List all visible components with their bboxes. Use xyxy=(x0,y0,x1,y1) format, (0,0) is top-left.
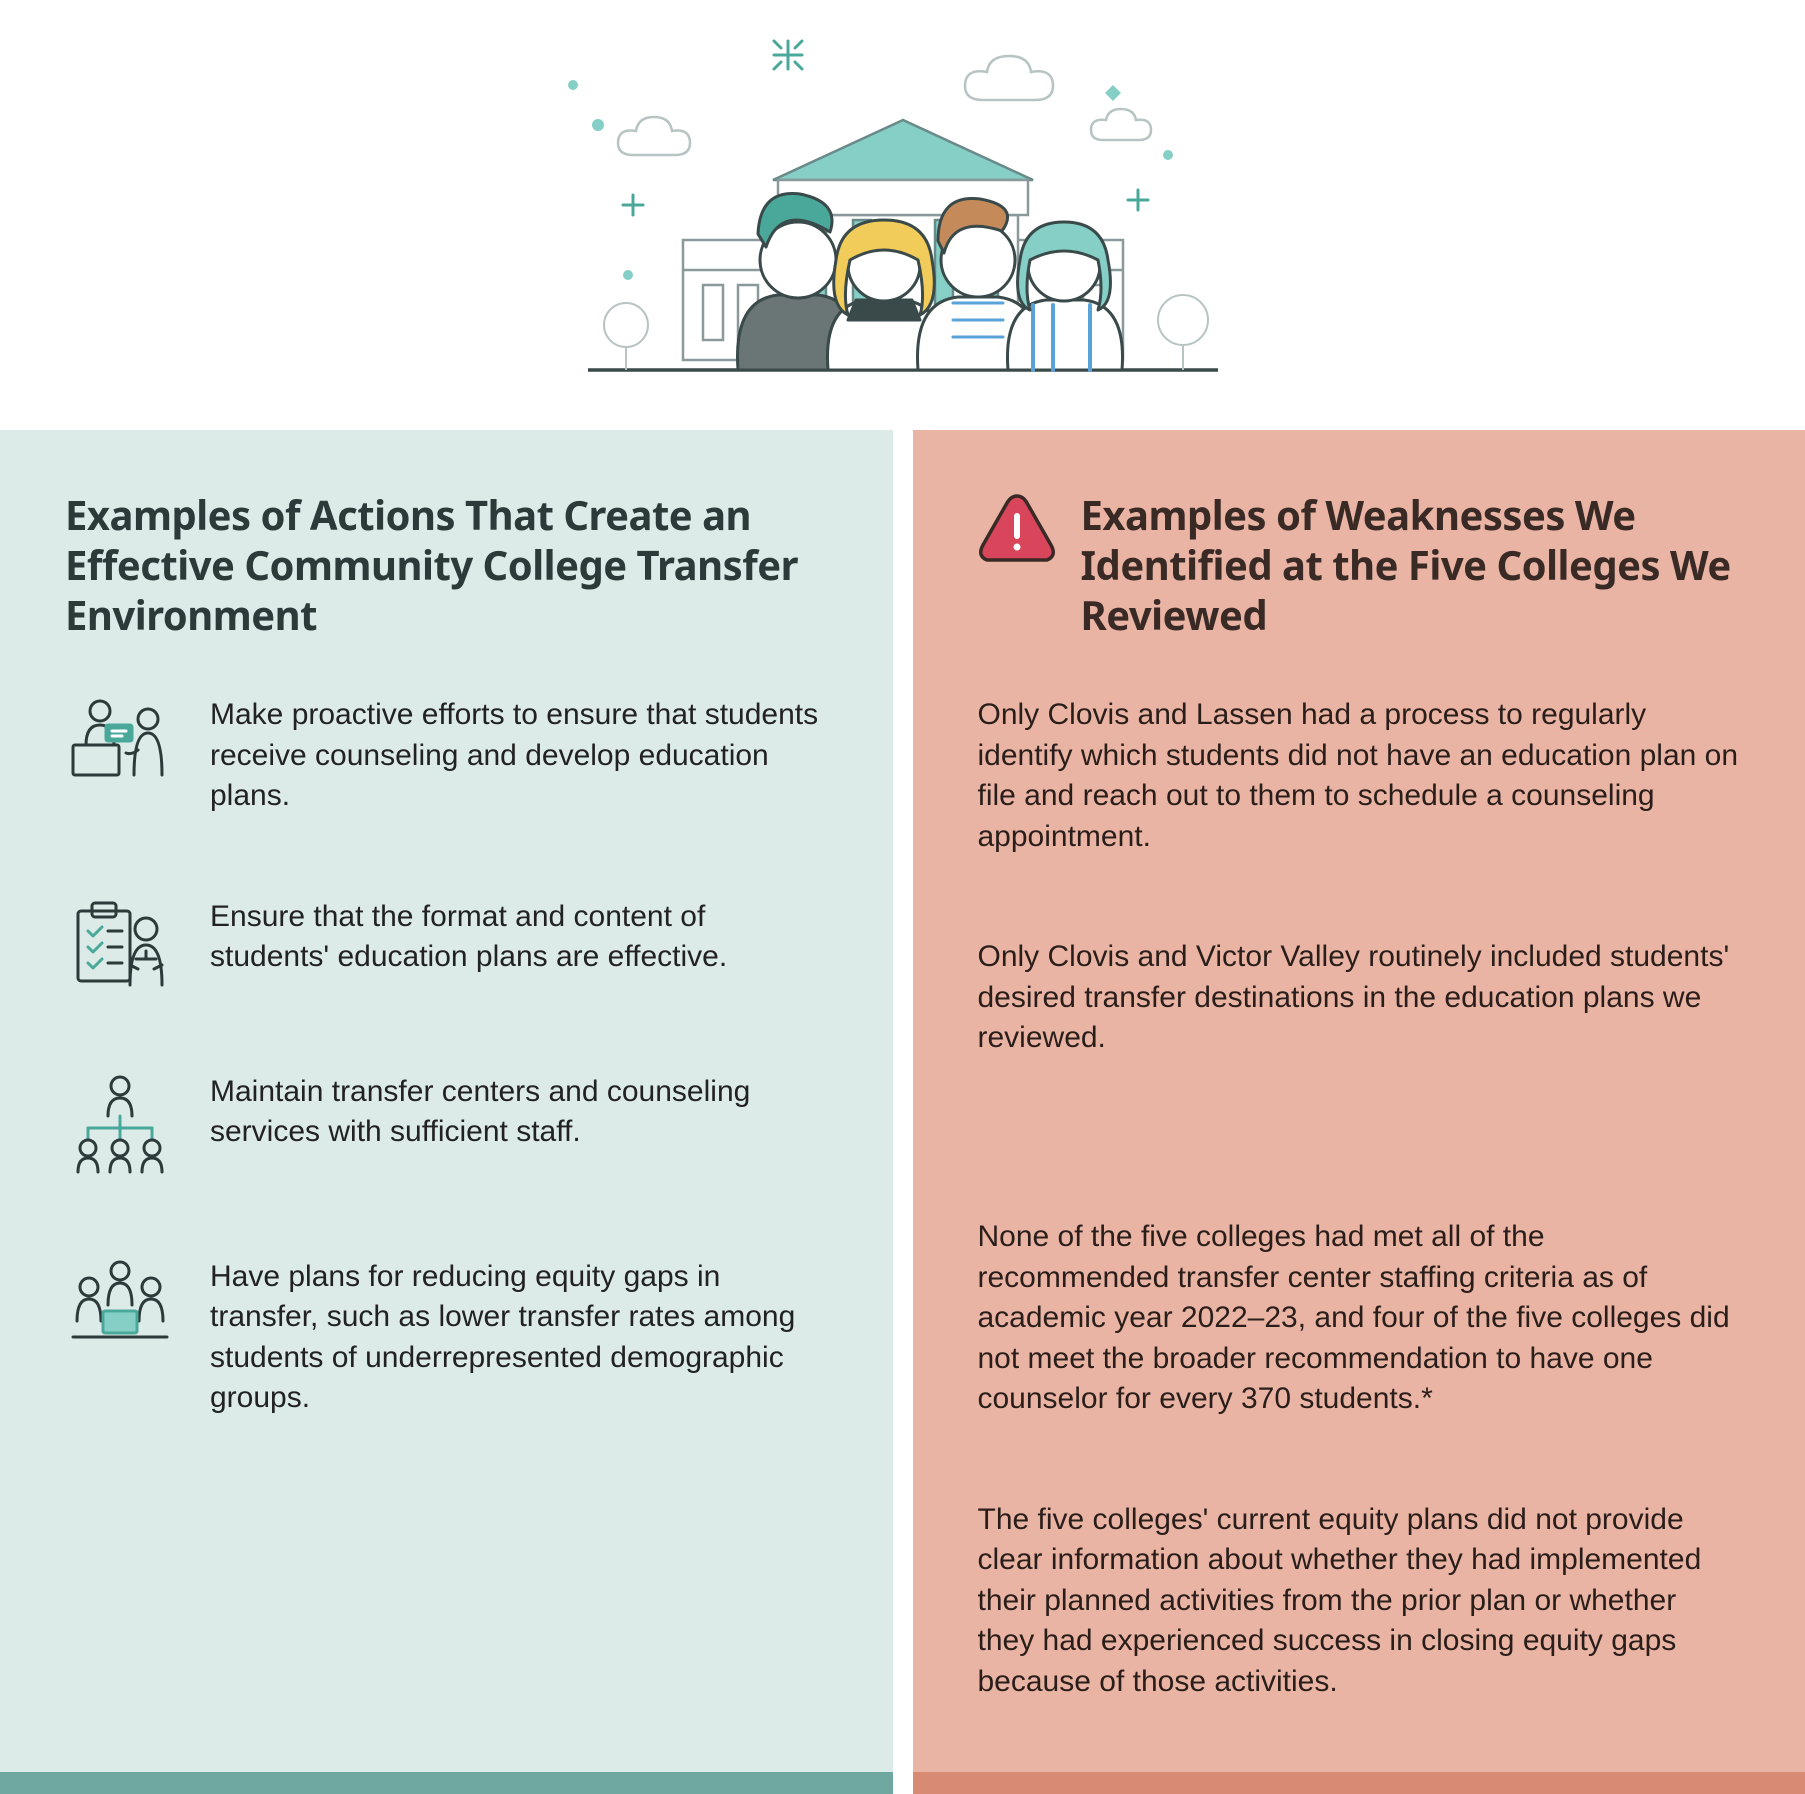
right-title: Examples of Weaknesses We Identified at … xyxy=(1081,490,1741,640)
counseling-icon xyxy=(65,695,175,790)
alert-icon xyxy=(978,492,1056,569)
action-text: Make proactive efforts to ensure that st… xyxy=(210,695,828,817)
action-row: Make proactive efforts to ensure that st… xyxy=(65,695,828,817)
orgchart-icon xyxy=(65,1072,175,1177)
footer-bar-right xyxy=(913,1772,1805,1794)
group-icon xyxy=(65,1257,175,1352)
weakness-text: None of the five colleges had met all of… xyxy=(978,1217,1741,1420)
action-row: Maintain transfer centers and counseling… xyxy=(65,1072,828,1177)
left-title: Examples of Actions That Create an Effec… xyxy=(65,490,828,640)
checklist-icon xyxy=(65,897,175,992)
action-text: Have plans for reducing equity gaps in t… xyxy=(210,1257,828,1419)
action-row: Ensure that the format and content of st… xyxy=(65,897,828,992)
weakness-text: Only Clovis and Lassen had a process to … xyxy=(978,695,1741,857)
left-column: Examples of Actions That Create an Effec… xyxy=(0,430,893,1772)
right-column: Examples of Weaknesses We Identified at … xyxy=(913,430,1805,1772)
footer-bars xyxy=(0,1772,1805,1794)
action-row: Have plans for reducing equity gaps in t… xyxy=(65,1257,828,1419)
weakness-text: Only Clovis and Victor Valley routinely … xyxy=(978,937,1741,1137)
action-text: Maintain transfer centers and counseling… xyxy=(210,1072,828,1153)
hero-illustration xyxy=(0,0,1805,430)
right-header: Examples of Weaknesses We Identified at … xyxy=(978,490,1741,695)
footer-bar-left xyxy=(0,1772,893,1794)
weakness-text: The five colleges' current equity plans … xyxy=(978,1500,1741,1703)
columns-container: Examples of Actions That Create an Effec… xyxy=(0,430,1805,1772)
action-text: Ensure that the format and content of st… xyxy=(210,897,828,978)
